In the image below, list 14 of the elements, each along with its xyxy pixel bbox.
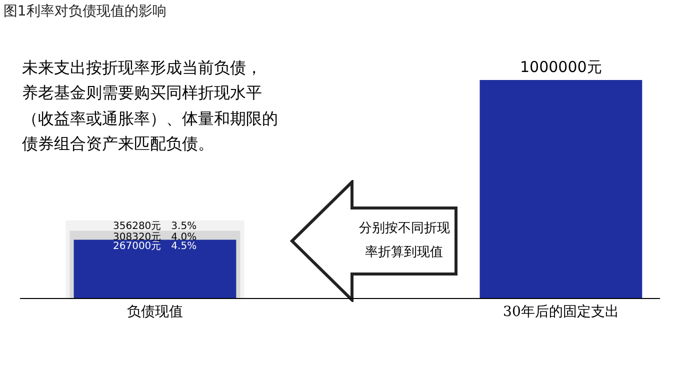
data-label: 267000元 4.5% <box>113 241 197 252</box>
chart-title: 图1利率对负债现值的影响 <box>3 4 166 20</box>
annotation: （收益率或通胀率）、体量和期限的 <box>22 109 278 128</box>
annotation: 债券组合资产来匹配负债。 <box>22 134 214 153</box>
x-tick-label: 负债现值 <box>126 304 183 320</box>
bar <box>74 240 236 298</box>
annotation: 率折算到现值 <box>365 244 443 260</box>
data-label: 1000000元 <box>520 58 602 76</box>
bar <box>480 80 642 298</box>
annotation: 分别按不同折现 <box>359 221 450 236</box>
data-label: 356280元 3.5% <box>113 221 197 232</box>
annotation: 养老基金则需要购买同样折现水平 <box>22 83 262 102</box>
text: 未来支出按折现率形成当前负债， <box>22 58 262 77</box>
x-tick-label: 30年后的固定支出 <box>503 304 619 320</box>
